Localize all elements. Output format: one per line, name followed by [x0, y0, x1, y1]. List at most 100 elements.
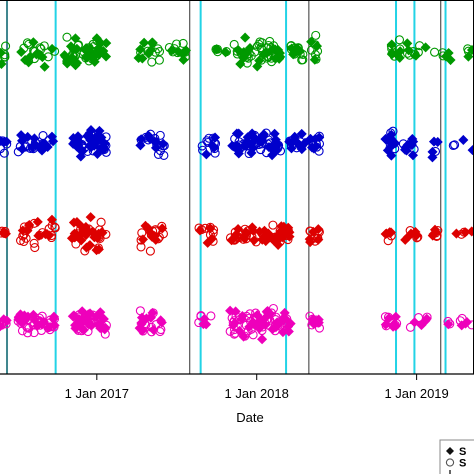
- x-axis-label: Date: [236, 410, 263, 425]
- series-3-cluster-10-filled-2: [460, 318, 471, 329]
- series-2-cluster-10-filled-2: [466, 226, 474, 237]
- series-0-cluster-6-filled-23: [259, 48, 270, 59]
- x-tick-label-0: 1 Jan 2017: [65, 386, 129, 401]
- series-1-cluster-3-filled-5: [150, 142, 161, 153]
- series-0-cluster-4-filled-5: [178, 54, 189, 65]
- series-0-cluster-2-open-10: [62, 32, 72, 42]
- series-0-cluster-4-filled-2: [166, 45, 177, 56]
- series-2-cluster-5-filled-3: [240, 226, 251, 237]
- series-2-cluster-2-filled-24: [69, 228, 80, 239]
- event-lines: [6, 0, 447, 374]
- series-0-cluster-3-filled-5: [143, 48, 154, 59]
- series-3-cluster-2-filled-18: [85, 320, 96, 331]
- series-2-cluster-6-filled-2: [313, 234, 324, 245]
- series-1-cluster-4-filled-2: [209, 142, 220, 153]
- series-0-cluster-3-open-1: [154, 46, 165, 57]
- series-2-cluster-5-filled-22: [233, 224, 244, 235]
- series-2-cluster-1-open-10: [50, 223, 60, 233]
- series-2-cluster-5-open-12: [268, 220, 278, 230]
- series-3-cluster-5-filled-24: [274, 317, 285, 328]
- series-2-cluster-7-filled-3: [385, 227, 397, 238]
- series-2-cluster-1-filled-7: [32, 216, 43, 227]
- series-0-cluster-2-filled-24: [81, 52, 92, 63]
- series-3-cluster-6-filled-3: [313, 317, 324, 328]
- series-3-cluster-4-filled-2: [198, 319, 209, 330]
- series-2-cluster-3-open-4: [136, 242, 146, 252]
- series-3-cluster-5-filled-18: [225, 305, 236, 316]
- series-1-cluster-9-filled-7: [400, 142, 411, 153]
- series-0-cluster-4-open-2: [171, 39, 182, 49]
- series-3-cluster-8-open-0: [405, 322, 415, 332]
- series-1-cluster-2-filled-31: [73, 142, 84, 153]
- series-0-cluster-1-filled-5: [34, 49, 45, 60]
- series-3-cluster-2-filled-23: [68, 310, 79, 321]
- series-3-cluster-1-filled-13: [49, 320, 60, 331]
- series-0-cluster-1-filled-7: [24, 52, 35, 63]
- series-0-cluster-2-filled-23: [101, 51, 112, 62]
- series-2-cluster-2-filled-26: [96, 227, 107, 238]
- series-2-cluster-2-filled-17: [84, 240, 96, 251]
- series-0-cluster-7-open-1: [298, 55, 308, 65]
- series-2-cluster-1-filled-5: [41, 228, 52, 239]
- series-0-cluster-13-filled-0: [463, 51, 474, 62]
- series-2-cluster-5-filled-24: [230, 231, 241, 242]
- series-1-cluster-4-filled-1: [201, 149, 212, 160]
- series-0-cluster-3-open-6: [147, 57, 157, 67]
- series-3-cluster-7-filled-4: [390, 311, 401, 322]
- series-0-cluster-0-filled-1: [0, 47, 6, 58]
- series-2-cluster-4-filled-0: [194, 225, 206, 236]
- series-0-cluster-0-filled-0: [0, 59, 7, 70]
- series-2-cluster-2-filled-27: [75, 229, 86, 240]
- series-2-cluster-5-filled-27: [274, 233, 285, 244]
- series-0-cluster-6-filled-21: [240, 32, 251, 43]
- series-2-cluster-8-filled-2: [400, 234, 411, 245]
- series-1-cluster-8-filled-4: [380, 134, 391, 145]
- series-1-cluster-10-filled-1: [432, 136, 443, 148]
- series-2-cluster-5-filled-20: [248, 235, 260, 246]
- data-points: [0, 30, 474, 345]
- series-1-cluster-3-open-6: [155, 130, 165, 140]
- series-3-cluster-2-filled-22: [98, 313, 109, 324]
- series-1-cluster-5-filled-27: [272, 139, 283, 150]
- series-1-cluster-2-filled-24: [94, 125, 105, 136]
- series-0-cluster-3-filled-7: [137, 53, 148, 64]
- series-3-cluster-3-filled-11: [145, 312, 156, 323]
- series-1-cluster-5-filled-28: [233, 148, 244, 159]
- series-1-cluster-5-filled-29: [249, 132, 260, 143]
- series-1-cluster-1-filled-9: [27, 142, 38, 153]
- series-3-cluster-3-filled-8: [155, 315, 166, 326]
- series-2-cluster-10-filled-0: [451, 228, 462, 239]
- series-0-cluster-3-filled-4: [135, 44, 146, 55]
- series-0-cluster-6-filled-17: [244, 43, 256, 54]
- series-1-cluster-8-filled-9: [386, 150, 397, 161]
- series-0-cluster-6-filled-10: [235, 58, 246, 70]
- series-0-cluster-6-filled-24: [273, 44, 284, 56]
- series-3-cluster-5-filled-12: [267, 324, 278, 335]
- series-1-cluster-1-filled-10: [29, 133, 40, 144]
- series-0-cluster-2-filled-27: [62, 58, 73, 69]
- series-1-cluster-6-filled-3: [296, 128, 307, 139]
- series-1-cluster-5-filled-24: [258, 129, 269, 140]
- series-0-cluster-9-filled-3: [386, 49, 397, 60]
- series-2-cluster-6-filled-4: [313, 224, 324, 235]
- series-1-cluster-2-filled-32: [90, 137, 101, 148]
- legend-marker-filled-diamond: [446, 447, 454, 455]
- series-3-cluster-5-filled-21: [285, 318, 296, 329]
- series-1-cluster-2-filled-33: [82, 130, 93, 142]
- series-0-cluster-8-filled-0: [306, 36, 317, 47]
- series-1-cluster-11-open-1: [450, 140, 460, 150]
- series-2-cluster-6-filled-3: [305, 237, 316, 248]
- series-1-cluster-3-filled-6: [136, 134, 147, 145]
- series-2-cluster-8-filled-4: [410, 226, 421, 237]
- series-0-cluster-0-open-3: [1, 41, 11, 51]
- series-1-cluster-5-filled-19: [246, 147, 257, 158]
- series-3-cluster-8-filled-3: [416, 320, 427, 331]
- series-3-cluster-5-filled-33: [265, 308, 276, 319]
- series-0-cluster-7-filled-3: [292, 43, 303, 54]
- series-0-cluster-6-filled-25: [239, 49, 250, 60]
- series-3-cluster-2-filled-12: [100, 322, 111, 333]
- series-3-cluster-7-filled-3: [389, 319, 400, 330]
- series-0-cluster-12-filled-1: [445, 55, 456, 66]
- series-2-cluster-3-filled-7: [150, 234, 161, 245]
